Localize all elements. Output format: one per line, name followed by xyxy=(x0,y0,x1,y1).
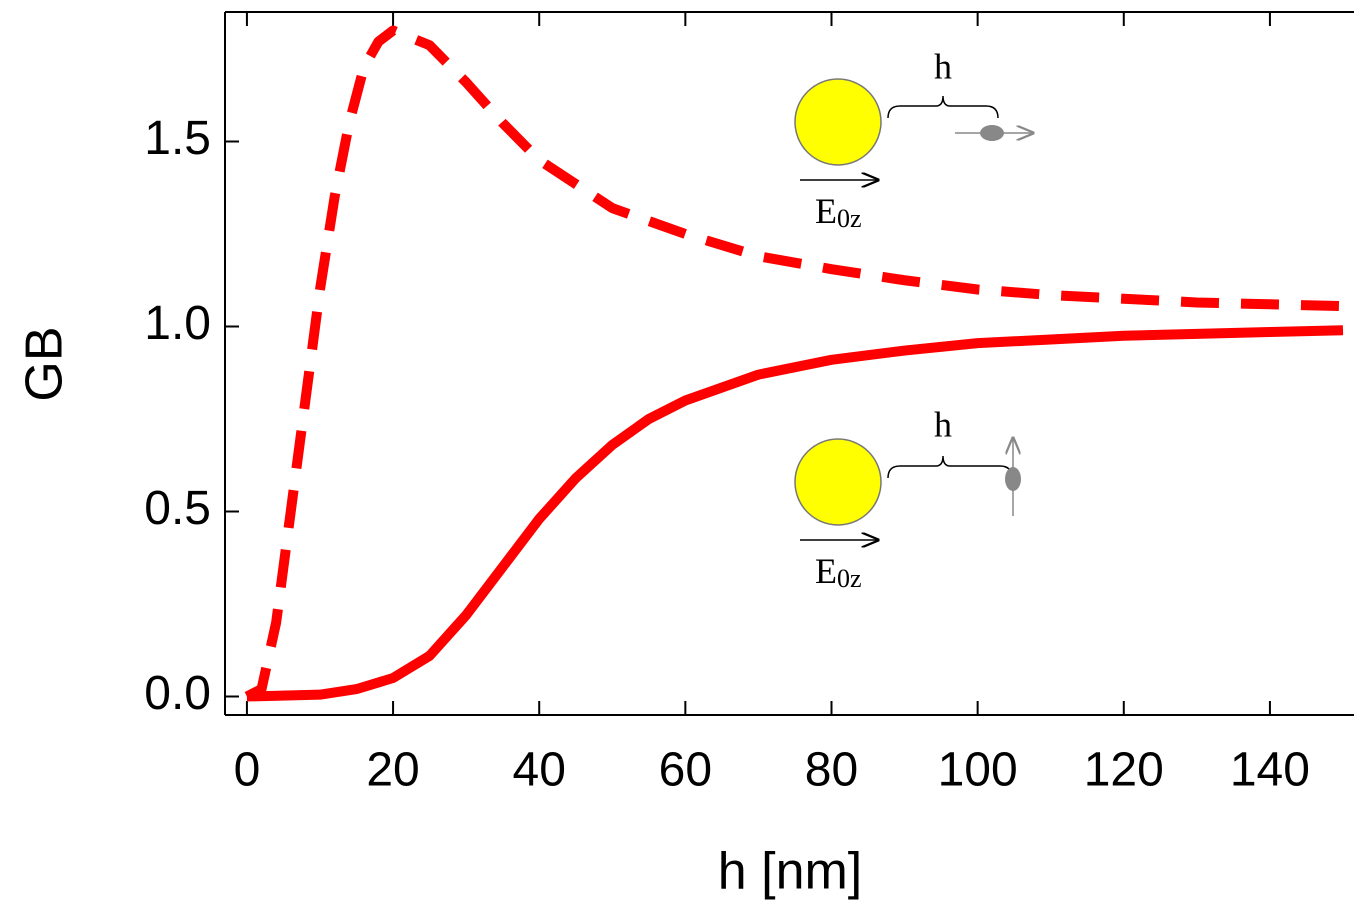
x-tick-label: 0 xyxy=(234,744,261,797)
y-axis-label: GB xyxy=(16,326,74,401)
x-tick-label: 20 xyxy=(366,744,419,797)
distance-label: h xyxy=(934,404,952,444)
y-tick-label: 1.5 xyxy=(144,112,211,165)
x-tick-label: 80 xyxy=(805,744,858,797)
x-tick-label: 120 xyxy=(1084,744,1164,797)
sphere xyxy=(794,438,882,526)
brace xyxy=(887,455,1013,479)
dipole xyxy=(980,125,1004,141)
y-tick-label: 0.5 xyxy=(144,482,211,535)
brace xyxy=(887,95,999,119)
y-tick-label: 0.0 xyxy=(144,667,211,720)
field-symbol: E xyxy=(815,551,837,591)
series-line xyxy=(246,325,1344,702)
sphere xyxy=(794,78,882,166)
plot-area xyxy=(244,25,1344,702)
x-tick-label: 140 xyxy=(1230,744,1310,797)
field-subscript: 0z xyxy=(837,204,862,233)
dipole xyxy=(1005,467,1021,491)
y-tick-label: 1.0 xyxy=(144,297,211,350)
distance-label: h xyxy=(934,46,952,86)
field-symbol: E xyxy=(815,191,837,231)
x-tick-label: 40 xyxy=(513,744,566,797)
inset-perpendicular: h E0z xyxy=(794,404,1021,593)
field-label: E0z xyxy=(815,551,862,593)
plot-frame xyxy=(224,11,1354,716)
x-tick-label: 100 xyxy=(938,744,1018,797)
x-tick-label: 60 xyxy=(659,744,712,797)
x-axis-label: h [nm] xyxy=(718,843,863,901)
series-line xyxy=(244,25,1344,701)
field-label: E0z xyxy=(815,191,862,233)
field-subscript: 0z xyxy=(837,564,862,593)
inset-parallel: h E0z xyxy=(794,46,1033,233)
